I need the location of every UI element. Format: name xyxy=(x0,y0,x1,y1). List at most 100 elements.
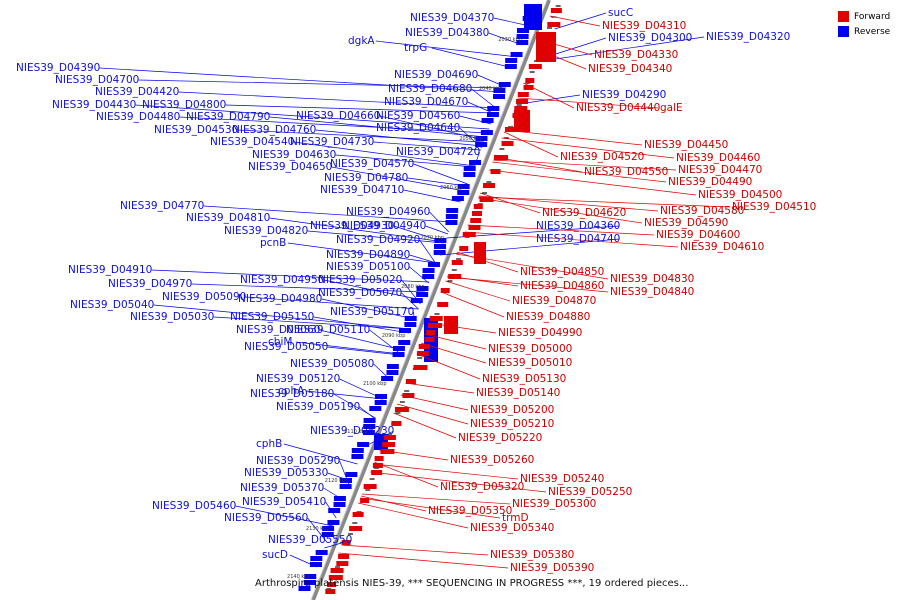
forward-gene-block xyxy=(427,323,442,328)
forward-gene-label: NIES39_D04990 xyxy=(498,327,583,339)
reverse-gene-block xyxy=(524,4,542,30)
forward-gene-block xyxy=(391,421,402,426)
reverse-gene-block xyxy=(362,430,375,435)
scale-tick-label: 2140 kbp xyxy=(287,574,311,580)
scale-tick-label: 2060 kbp xyxy=(440,185,464,191)
reverse-gene-label: NIES39_D05190 xyxy=(276,401,361,413)
reverse-leader-line xyxy=(335,154,475,168)
reverse-gene-label: NIES39_D04430 xyxy=(52,99,137,111)
forward-gene-block xyxy=(547,22,561,27)
scale-tick-label: 2130 kbp xyxy=(305,526,330,532)
reverse-gene-label: sucD xyxy=(262,549,288,561)
reverse-leader-line xyxy=(493,17,530,27)
reverse-gene-label: NIES39_D04940 xyxy=(342,220,427,232)
forward-leader-line xyxy=(489,169,697,196)
reverse-gene-block xyxy=(369,406,382,411)
forward-gene-block xyxy=(330,568,344,573)
reverse-gene-block xyxy=(333,496,346,501)
forward-gene-block xyxy=(424,337,435,342)
forward-leader-line xyxy=(478,197,643,224)
caption: Arthrospira platensis NIES-39, *** SEQUE… xyxy=(255,578,689,589)
reverse-gene-label: NIES39_D04770 xyxy=(120,200,205,212)
reverse-gene-label: NIES39_D04390 xyxy=(16,62,101,74)
reverse-gene-label: NIES39_D04670 xyxy=(384,96,469,108)
reverse-gene-label: NIES39_D04380 xyxy=(405,27,490,39)
reverse-gene-label: NIES39_D05070 xyxy=(318,287,403,299)
forward-gene-label: NIES39_D05260 xyxy=(450,454,535,466)
reverse-gene-label: NIES39_D05460 xyxy=(152,500,237,512)
forward-gene-block xyxy=(550,8,562,13)
reverse-gene-label: NIES39_D04680 xyxy=(388,83,473,95)
reverse-gene-block xyxy=(304,574,317,579)
reverse-gene-label: cphB xyxy=(256,438,283,450)
forward-leader-line xyxy=(374,461,439,488)
reverse-gene-block xyxy=(386,370,399,375)
reverse-gene-block xyxy=(475,142,488,147)
reverse-gene-block xyxy=(339,484,352,489)
reverse-leader-line xyxy=(99,67,504,93)
reverse-leader-line xyxy=(305,390,384,400)
reverse-leader-line xyxy=(375,40,518,58)
forward-gene-block xyxy=(371,470,383,475)
forward-gene-block xyxy=(501,141,514,146)
reverse-leader-line xyxy=(373,141,482,151)
reverse-gene-label: NIES39_D04360 xyxy=(536,220,621,232)
forward-gene-block xyxy=(440,288,450,293)
reverse-swatch xyxy=(838,26,849,37)
reverse-gene-block xyxy=(480,130,493,135)
forward-gene-block xyxy=(426,330,436,335)
reverse-gene-block xyxy=(339,478,352,483)
reverse-gene-label: sucC xyxy=(608,7,634,19)
scale-tick-label: 2090 kbp xyxy=(381,333,406,339)
reverse-leader-line xyxy=(379,115,486,141)
reverse-gene-block xyxy=(404,322,417,327)
forward-gene-label: NIES39_D05320 xyxy=(440,481,525,493)
reverse-gene-label: NIES39_D04760 xyxy=(232,124,317,136)
forward-leader-line xyxy=(373,463,519,480)
reverse-leader-line xyxy=(541,36,705,62)
forward-gene-block xyxy=(341,540,351,545)
reverse-gene-label: NIES39_D05330 xyxy=(244,467,329,479)
reverse-gene-block xyxy=(427,262,440,267)
reverse-leader-line xyxy=(307,230,445,244)
forward-gene-label: NIES39_D04860 xyxy=(520,280,605,292)
forward-gene-block xyxy=(372,463,383,468)
reverse-leader-line xyxy=(135,104,490,130)
reverse-leader-line xyxy=(153,304,411,330)
forward-leader-line xyxy=(445,280,511,302)
reverse-gene-label: NIES39_D04560 xyxy=(376,110,461,122)
forward-gene-block xyxy=(505,127,516,132)
reverse-gene-label: NIES39_D04920 xyxy=(336,234,421,246)
forward-gene-label: NIES39_D05140 xyxy=(476,387,561,399)
forward-gene-block xyxy=(517,92,529,97)
forward-leader-line xyxy=(405,382,475,394)
reverse-gene-label: NIES39_D04790 xyxy=(186,111,271,123)
reverse-gene-label: NIES39_D04960 xyxy=(346,206,431,218)
forward-gene-label: NIES39_D05130 xyxy=(482,373,567,385)
forward-gene-block xyxy=(472,211,483,216)
forward-leader-line xyxy=(549,15,601,27)
reverse-gene-block xyxy=(493,88,506,93)
forward-leader-line xyxy=(478,195,659,212)
reverse-gene-block xyxy=(333,502,346,507)
reverse-leader-line xyxy=(359,406,376,420)
reverse-gene-label: NIES39_D04660 xyxy=(296,110,381,122)
reverse-gene-block xyxy=(398,328,411,333)
reverse-gene-block xyxy=(363,424,376,429)
reverse-gene-label: NIES39_D04320 xyxy=(706,31,791,43)
forward-gene-label: NIES39_D04460 xyxy=(676,152,761,164)
reverse-gene-label: NIES39_D05030 xyxy=(130,311,215,323)
forward-leader-line xyxy=(494,156,583,173)
forward-gene-label: NIES39_D04470 xyxy=(678,164,763,176)
reverse-gene-label: NIES39_D04730 xyxy=(290,136,375,148)
forward-gene-block xyxy=(528,64,542,69)
reverse-gene-block xyxy=(463,172,476,177)
reverse-gene-block xyxy=(451,196,464,201)
forward-leader-line xyxy=(441,291,505,318)
scale-tick-label: 2070 kbp xyxy=(420,235,444,241)
reverse-leader-line xyxy=(413,163,468,185)
forward-gene-block xyxy=(416,351,429,356)
legend-forward-label: Forward xyxy=(854,11,891,22)
reverse-gene-label: cbiM xyxy=(268,336,293,348)
